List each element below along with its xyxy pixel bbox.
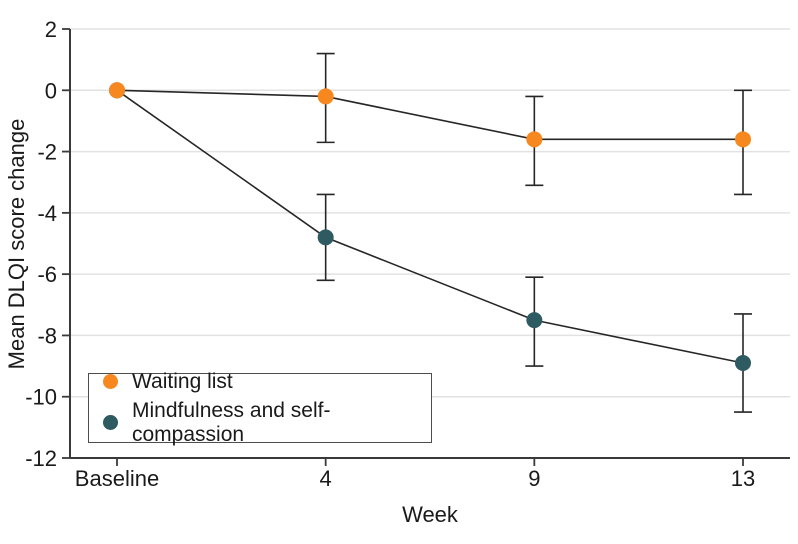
x-tick-label: 13 xyxy=(731,466,755,491)
y-tick-label: -4 xyxy=(37,201,57,226)
legend: Waiting list Mindfulness and self-compas… xyxy=(88,370,432,446)
x-tick-label: Baseline xyxy=(75,466,159,491)
waiting-list-marker-icon xyxy=(103,374,118,389)
data-point xyxy=(526,131,543,148)
data-point xyxy=(526,312,543,329)
data-point xyxy=(109,82,125,99)
y-tick-label: -10 xyxy=(25,385,57,410)
mindfulness-marker-icon xyxy=(103,415,118,430)
y-tick-label: -2 xyxy=(37,140,57,165)
data-point xyxy=(735,355,751,372)
y-tick-label: -8 xyxy=(37,323,57,348)
legend-label-mindfulness: Mindfulness and self-compassion xyxy=(132,398,331,446)
y-tick-label: 2 xyxy=(45,17,57,42)
y-axis-title: Mean DLQI score change xyxy=(4,118,29,370)
legend-item-waiting-list: Waiting list xyxy=(103,370,431,394)
legend-label-waiting-list: Waiting list xyxy=(132,369,233,393)
x-tick-label: 4 xyxy=(320,466,332,491)
y-tick-label: -12 xyxy=(25,446,57,471)
legend-item-mindfulness: Mindfulness and self-compassion xyxy=(103,399,431,447)
y-tick-label: 0 xyxy=(45,78,57,103)
series-line xyxy=(116,89,743,141)
series-line xyxy=(116,89,744,364)
y-tick-label: -6 xyxy=(37,262,57,287)
x-axis-title: Week xyxy=(402,502,458,527)
data-point xyxy=(317,88,334,105)
x-tick-label: 9 xyxy=(528,466,540,491)
data-point xyxy=(317,229,334,246)
data-point xyxy=(735,131,751,148)
